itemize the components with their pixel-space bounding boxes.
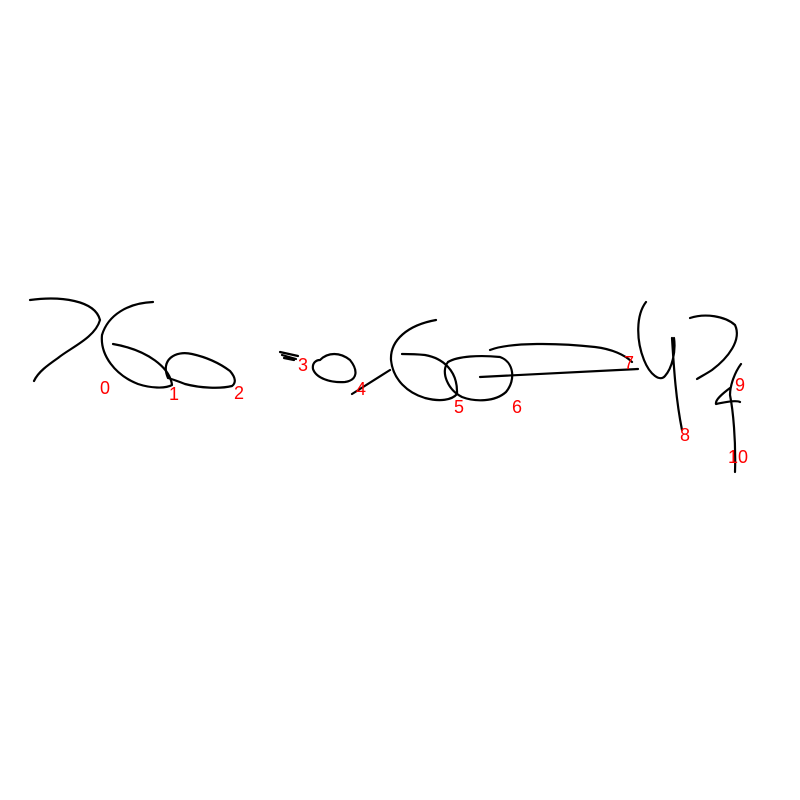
stroke-0 [28,297,102,383]
stroke-5 [350,318,459,402]
stroke-2 [164,352,236,389]
stroke-label-8: 8 [680,425,690,445]
stroke-6 [443,354,514,402]
stroke-8 [637,300,684,432]
stroke-label-9: 9 [735,375,745,395]
stroke-label-10: 10 [728,447,748,467]
stroke-label-5: 5 [454,397,464,417]
stroke-label-3: 3 [298,355,308,375]
stroke-10 [714,362,743,474]
ink-strokes [28,297,743,474]
stroke-label-6: 6 [512,397,522,417]
stroke-1 [100,300,174,389]
stroke-labels: 0 1 2 3 4 5 6 7 8 9 10 [100,353,748,467]
stroke-label-4: 4 [356,379,366,399]
stroke-label-0: 0 [100,378,110,398]
stroke-3 [278,350,300,362]
stroke-label-2: 2 [234,383,244,403]
stroke-4 [311,352,357,384]
stroke-label-7: 7 [624,353,634,373]
stroke-7 [478,342,640,379]
stroke-9 [688,314,738,381]
stroke-label-1: 1 [169,384,179,404]
